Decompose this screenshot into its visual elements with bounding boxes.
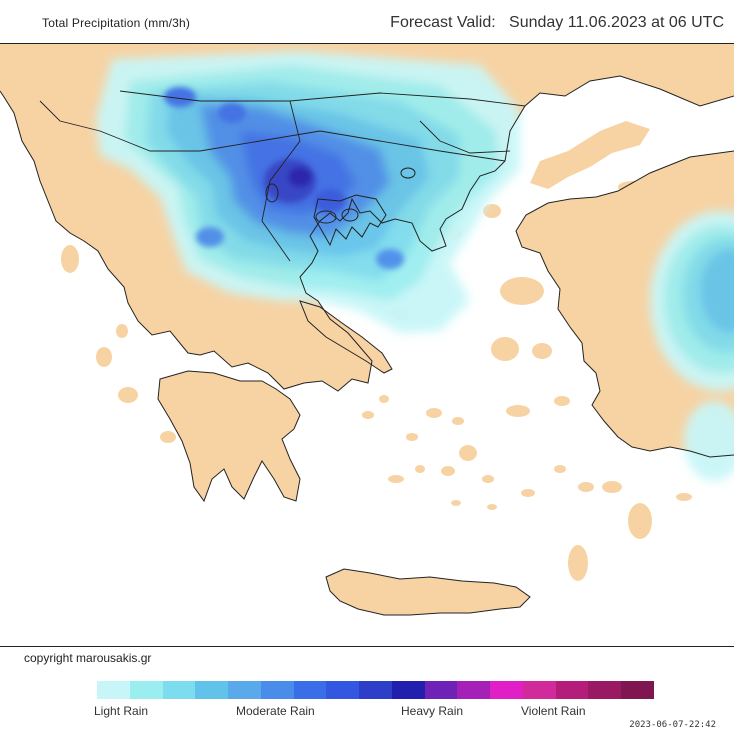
thrace-coast — [530, 121, 650, 189]
precipitation-field — [96, 51, 734, 481]
legend-swatch-4 — [195, 681, 229, 699]
legend-swatch-12 — [457, 681, 491, 699]
legend-swatch-13 — [490, 681, 523, 699]
legend-swatch-1 — [97, 681, 130, 699]
legend-swatch-5 — [228, 681, 261, 699]
legend-label-light: Light Rain — [94, 704, 149, 718]
copyright-text: copyright marousakis.gr — [24, 651, 152, 665]
coastline-outlines — [0, 75, 734, 616]
legend-label-violent: Violent Rain — [521, 704, 586, 718]
crete — [326, 569, 530, 615]
legend-swatch-7 — [293, 681, 327, 699]
legend-swatch-9 — [359, 681, 392, 699]
ionian-islands — [61, 245, 176, 443]
legend-label-heavy: Heavy Rain — [401, 704, 464, 718]
legend-swatch-14 — [522, 681, 556, 699]
precipitation-color-scale — [97, 681, 655, 699]
legend-swatch-16 — [588, 681, 622, 699]
legend-swatch-6 — [260, 681, 294, 699]
forecast-valid-time: Forecast Valid: Sunday 11.06.2023 at 06 … — [390, 14, 724, 31]
peloponnese — [158, 371, 300, 501]
legend-swatch-8 — [326, 681, 360, 699]
generation-timestamp: 2023-06-07-22:42 — [629, 720, 716, 730]
precipitation-map — [0, 43, 734, 647]
map-canvas — [0, 44, 734, 646]
legend-swatch-15 — [555, 681, 589, 699]
product-title: Total Precipitation (mm/3h) — [42, 16, 191, 30]
lakes — [265, 167, 416, 224]
euboea — [300, 301, 392, 373]
legend-label-moderate: Moderate Rain — [236, 704, 315, 718]
anatolia — [516, 151, 734, 457]
legend-swatch-11 — [424, 681, 458, 699]
legend-swatch-2 — [129, 681, 163, 699]
legend-swatch-3 — [162, 681, 196, 699]
legend-swatch-10 — [391, 681, 425, 699]
legend-swatch-17 — [621, 681, 655, 699]
